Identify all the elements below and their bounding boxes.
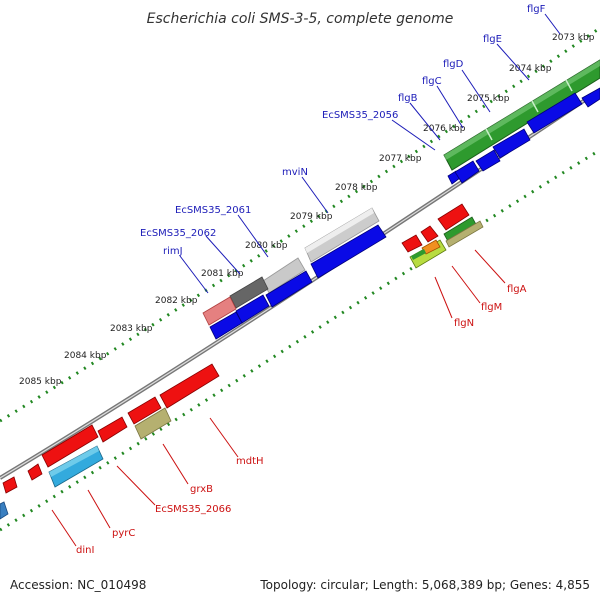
kbp-label: 2083 kbp <box>110 324 153 334</box>
gene-label-flgE: flgE <box>483 34 502 45</box>
gene-label-flgD: flgD <box>443 59 464 70</box>
gene-label-flgA: flgA <box>507 284 527 295</box>
gene-label-rimJ: rimJ <box>163 246 183 257</box>
gene-flgA-arrow <box>437 203 470 231</box>
rimJ-region-block <box>202 257 306 326</box>
kbp-label: 2077 kbp <box>379 154 422 164</box>
upper-leader-lines <box>179 13 561 294</box>
gene-EcSMS35_2066-arrow <box>97 416 128 443</box>
gene-EcSMS35_2061-arrow <box>265 270 313 308</box>
gene-label-flgM: flgM <box>481 302 502 313</box>
gene-label-EcSMS35_2066: EcSMS35_2066 <box>155 504 231 515</box>
accession-text: Accession: NC_010498 <box>10 578 147 592</box>
reverse-genes <box>2 203 470 494</box>
flagellar-gene-block <box>443 59 600 171</box>
kbp-label: 2074 kbp <box>509 64 552 74</box>
kbp-label: 2078 kbp <box>335 183 378 193</box>
gene-label-flgF: flgF <box>527 4 546 15</box>
upper-gene-labels: flgF flgE flgD flgC flgB EcSMS35_2056 mv… <box>140 4 546 257</box>
kbp-label: 2076 kbp <box>423 124 466 134</box>
gene-label-dinI: dinI <box>76 545 94 556</box>
gene-grxB-arrow <box>127 396 162 425</box>
forward-genes-middle <box>209 224 387 340</box>
forward-genes-upper <box>447 87 600 185</box>
gene-label-flgN: flgN <box>454 318 474 329</box>
kbp-label: 2082 kbp <box>155 296 198 306</box>
kbp-label: 2079 kbp <box>290 212 333 222</box>
kbp-label: 2081 kbp <box>201 269 244 279</box>
gene-rimJ-arrow <box>209 311 243 340</box>
gene-label-flgC: flgC <box>422 76 442 87</box>
mviN-block <box>304 207 380 263</box>
gene-flgC-arrow <box>454 160 480 184</box>
kbp-label: 2085 kbp <box>19 377 62 387</box>
kbp-labels: 2073 kbp 2074 kbp 2075 kbp 2076 kbp 2077… <box>19 33 595 387</box>
lower-gene-labels: flgA flgM flgN mdtH grxB EcSMS35_2066 py… <box>76 284 527 556</box>
gene-label-pyrC: pyrC <box>112 528 135 539</box>
gene-pyrC-arrow <box>41 424 99 468</box>
gene-mviN-arrow <box>310 224 387 279</box>
kbp-label: 2075 kbp <box>467 94 510 104</box>
gene-flgF-arrow <box>526 92 583 134</box>
kbp-label: 2084 kbp <box>64 351 107 361</box>
kbp-label: 2073 kbp <box>552 33 595 43</box>
genome-stats-text: Topology: circular; Length: 5,068,389 bp… <box>260 578 590 592</box>
gene-label-EcSMS35_2062: EcSMS35_2062 <box>140 228 216 239</box>
gene-flgE-arrow <box>492 128 531 159</box>
gene-flgD-arrow <box>475 149 501 172</box>
map-title: Escherichia coli SMS-3-5, complete genom… <box>147 11 454 27</box>
lower-strand-genes <box>0 407 172 520</box>
gene-label-flgB: flgB <box>398 93 418 104</box>
lower-leader-lines <box>51 249 506 547</box>
gene-label-EcSMS35_2056: EcSMS35_2056 <box>322 110 398 121</box>
gene-label-mdtH: mdtH <box>236 456 264 467</box>
gene-label-EcSMS35_2061: EcSMS35_2061 <box>175 205 251 216</box>
outer-tick-track <box>0 26 600 423</box>
gene-label-mviN: mviN <box>282 167 308 178</box>
inner-tick-track <box>0 148 600 532</box>
gene-label-grxB: grxB <box>190 484 213 495</box>
gene-mdtH-arrow <box>159 363 220 409</box>
flgA-flgM-flgN-genes <box>409 216 484 269</box>
kbp-label: 2080 kbp <box>245 241 288 251</box>
gene-dinI-arrow <box>27 463 43 481</box>
